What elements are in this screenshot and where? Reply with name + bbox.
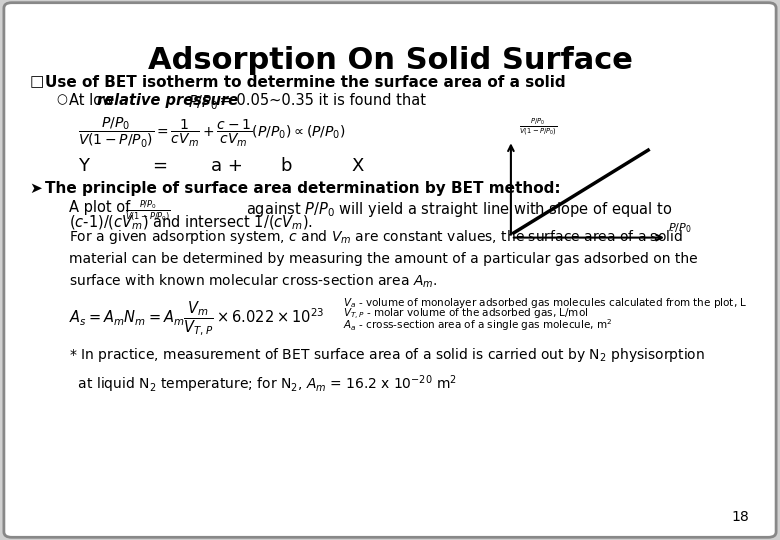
Text: The principle of surface area determination by BET method:: The principle of surface area determinat… xyxy=(45,181,561,196)
Text: For a given adsorption system, $c$ and $V_m$ are constant values, the surface ar: For a given adsorption system, $c$ and $… xyxy=(69,228,697,291)
Text: $A_s = A_m N_m = A_m \dfrac{V_m}{V_{T,P}} \times 6.022 \times 10^{23}$: $A_s = A_m N_m = A_m \dfrac{V_m}{V_{T,P}… xyxy=(69,300,324,338)
Text: At low: At low xyxy=(69,93,119,108)
Text: =: = xyxy=(152,157,167,174)
Text: 18: 18 xyxy=(731,510,749,524)
Text: Adsorption On Solid Surface: Adsorption On Solid Surface xyxy=(147,46,633,75)
Text: $\dfrac{P/P_0}{V(1-P/P_0)} = \dfrac{1}{cV_m} + \dfrac{c-1}{cV_m}(P/P_0) \propto : $\dfrac{P/P_0}{V(1-P/P_0)} = \dfrac{1}{c… xyxy=(78,116,346,150)
Text: $V_a$ - volume of monolayer adsorbed gas molecules calculated from the plot, L: $V_a$ - volume of monolayer adsorbed gas… xyxy=(343,296,747,310)
Text: X: X xyxy=(351,157,363,174)
Text: $\frac{P/P_0}{V(1-P/P_0)}$: $\frac{P/P_0}{V(1-P/P_0)}$ xyxy=(125,198,171,224)
Text: $\mathbf{\mathit{P/P_0}}$: $\mathbf{\mathit{P/P_0}}$ xyxy=(188,93,218,112)
Text: ○: ○ xyxy=(56,93,67,106)
Text: a +: a + xyxy=(211,157,243,174)
Text: Use of BET isotherm to determine the surface area of a solid: Use of BET isotherm to determine the sur… xyxy=(45,75,566,90)
Text: * In practice, measurement of BET surface area of a solid is carried out by N$_2: * In practice, measurement of BET surfac… xyxy=(69,346,704,395)
Text: $A_a$ - cross-section area of a single gas molecule, m$^2$: $A_a$ - cross-section area of a single g… xyxy=(343,318,612,333)
Text: relative pressure: relative pressure xyxy=(97,93,243,108)
Text: $\frac{P/P_0}{V(1-P/P_0)}$: $\frac{P/P_0}{V(1-P/P_0)}$ xyxy=(519,117,557,138)
Text: Y: Y xyxy=(78,157,89,174)
Text: □: □ xyxy=(30,75,44,90)
Text: $P/P_0$: $P/P_0$ xyxy=(668,221,692,235)
Text: A plot of: A plot of xyxy=(69,200,130,215)
Text: ➤: ➤ xyxy=(30,181,42,196)
Text: against $P/P_0$ will yield a straight line with slope of equal to: against $P/P_0$ will yield a straight li… xyxy=(246,200,672,219)
FancyBboxPatch shape xyxy=(4,3,776,537)
Text: $(c$-$1)/(cV_m)$ and intersect $1/(cV_m)$.: $(c$-$1)/(cV_m)$ and intersect $1/(cV_m)… xyxy=(69,214,313,232)
Text: $V_{T,P}$ - molar volume of the adsorbed gas, L/mol: $V_{T,P}$ - molar volume of the adsorbed… xyxy=(343,307,589,322)
Text: = 0.05~0.35 it is found that: = 0.05~0.35 it is found that xyxy=(215,93,427,108)
Text: b: b xyxy=(281,157,292,174)
